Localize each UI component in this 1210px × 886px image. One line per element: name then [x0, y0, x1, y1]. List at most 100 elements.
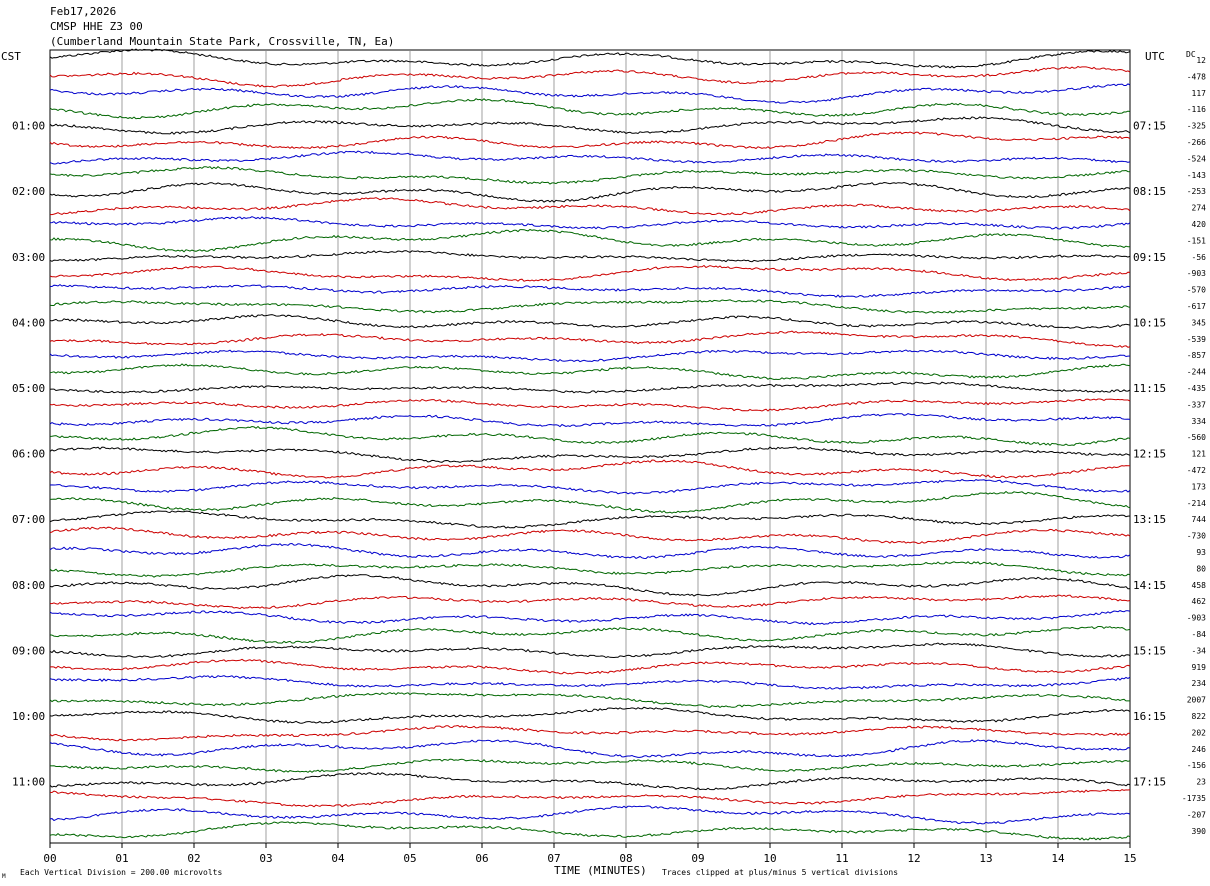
dc-offset-label: 117 [1192, 89, 1207, 98]
seismic-trace [49, 381, 1131, 394]
dc-offset-label: -903 [1187, 614, 1206, 623]
seismic-trace [49, 264, 1131, 282]
header: Feb17,2026 CMSP HHE Z3 00 (Cumberland Mo… [50, 5, 394, 48]
seismic-trace [49, 330, 1131, 348]
dc-offset-label: -151 [1187, 236, 1206, 245]
seismic-trace [49, 478, 1131, 495]
seismic-trace [49, 283, 1131, 298]
seismic-trace [49, 116, 1131, 135]
seismic-trace [49, 758, 1131, 773]
traces [49, 48, 1131, 841]
x-tick-label: 10 [763, 852, 776, 865]
x-tick-label: 05 [403, 852, 416, 865]
dc-offset-label: -84 [1192, 630, 1207, 639]
dc-offset-label: -524 [1187, 154, 1206, 163]
dc-offset-label: 23 [1196, 778, 1206, 787]
dc-offset-label: -478 [1187, 72, 1206, 81]
dc-offset-label: -617 [1187, 302, 1206, 311]
x-tick-label: 11 [835, 852, 848, 865]
dc-offset-label: 458 [1192, 581, 1207, 590]
seismic-trace [49, 574, 1130, 597]
dc-offset-label: -539 [1187, 335, 1206, 344]
dc-offset-label: 822 [1192, 712, 1207, 721]
seismic-trace [49, 706, 1131, 724]
x-tick-label: 14 [1051, 852, 1065, 865]
header-location: (Cumberland Mountain State Park, Crossvi… [50, 35, 394, 48]
header-date: Feb17,2026 [50, 5, 116, 18]
x-tick-label: 07 [547, 852, 560, 865]
seismic-trace [49, 425, 1131, 446]
seismic-trace [49, 594, 1131, 610]
dc-offset-label: 202 [1192, 728, 1207, 737]
seismic-trace [49, 299, 1131, 314]
seismic-trace [49, 772, 1131, 791]
seismic-trace [49, 363, 1131, 381]
x-tick-label: 13 [979, 852, 992, 865]
x-tick-label: 02 [187, 852, 200, 865]
seismic-trace [49, 131, 1131, 150]
right-time-label: 11:15 [1133, 382, 1166, 395]
x-tick-label: 06 [475, 852, 488, 865]
dc-offset-label: -244 [1187, 368, 1206, 377]
dc-offset-label: 121 [1192, 450, 1207, 459]
corner-mark: M [2, 873, 6, 880]
right-time-label: 10:15 [1133, 316, 1166, 329]
dc-offset-label: -266 [1187, 138, 1206, 147]
seismic-trace [49, 626, 1131, 644]
dc-offset-labels: 12 -478 117 -116 -325 -266 -524 -143 -253 274 420 -… [1182, 56, 1206, 836]
left-time-label: 03:00 [12, 251, 45, 264]
right-time-label: 07:15 [1133, 120, 1166, 133]
seismic-trace [49, 98, 1131, 120]
left-time-label: 10:00 [12, 710, 45, 723]
seismic-trace [49, 413, 1131, 428]
left-time-label: 02:00 [12, 185, 45, 198]
x-tick-label: 01 [115, 852, 128, 865]
dc-offset-label: -730 [1187, 532, 1206, 541]
right-time-label: 13:15 [1133, 513, 1166, 526]
seismic-trace [49, 490, 1131, 514]
seismic-trace [49, 228, 1131, 253]
seismic-trace [49, 250, 1131, 263]
dc-offset-label: 80 [1196, 564, 1206, 573]
left-time-label: 09:00 [12, 644, 45, 657]
x-tick-label: 03 [259, 852, 272, 865]
seismic-trace [49, 48, 1131, 69]
dc-offset-label: -34 [1192, 646, 1207, 655]
right-time-label: 16:15 [1133, 710, 1166, 723]
dc-offset-label: -156 [1187, 761, 1206, 770]
x-tick-label: 04 [331, 852, 345, 865]
dc-offset-label: -570 [1187, 286, 1206, 295]
x-tick-label: 15 [1123, 852, 1136, 865]
seismic-trace [49, 150, 1131, 165]
dc-offset-label: 919 [1192, 663, 1207, 672]
right-time-label: 12:15 [1133, 448, 1166, 461]
left-time-label: 11:00 [12, 776, 45, 789]
clip-note: Traces clipped at plus/minus 5 vertical … [662, 868, 898, 877]
x-axis-title: TIME (MINUTES) [554, 864, 647, 877]
seismic-trace [49, 398, 1131, 412]
dc-offset-label: 420 [1192, 220, 1207, 229]
left-time-label: 04:00 [12, 316, 45, 329]
header-station: CMSP HHE Z3 00 [50, 20, 143, 33]
dc-offset-label: 234 [1192, 679, 1207, 688]
seismic-trace [49, 197, 1131, 216]
dc-offset-label: 345 [1192, 318, 1207, 327]
seismic-trace [49, 675, 1131, 690]
dc-offset-label: -56 [1192, 253, 1207, 262]
seismic-trace [49, 314, 1131, 329]
seismic-trace [49, 610, 1131, 626]
right-time-labels: 07:15 08:15 09:15 10:15 11:15 12:15 13:15 14:15… [1133, 120, 1166, 789]
right-time-label: 09:15 [1133, 251, 1166, 264]
dc-offset-label: -435 [1187, 384, 1206, 393]
dc-offset-label: -1735 [1182, 794, 1206, 803]
seismic-trace [49, 788, 1131, 808]
x-tick-label: 09 [691, 852, 704, 865]
left-time-label: 07:00 [12, 513, 45, 526]
dc-offset-label: -116 [1187, 105, 1206, 114]
dc-offset-label: -143 [1187, 171, 1206, 180]
left-time-labels: 01:00 02:00 03:00 04:00 05:00 06:00 07:00 08:00… [12, 120, 45, 789]
dc-offset-label: 390 [1192, 827, 1207, 836]
seismic-trace [49, 805, 1131, 825]
dc-offset-label: -253 [1187, 187, 1206, 196]
